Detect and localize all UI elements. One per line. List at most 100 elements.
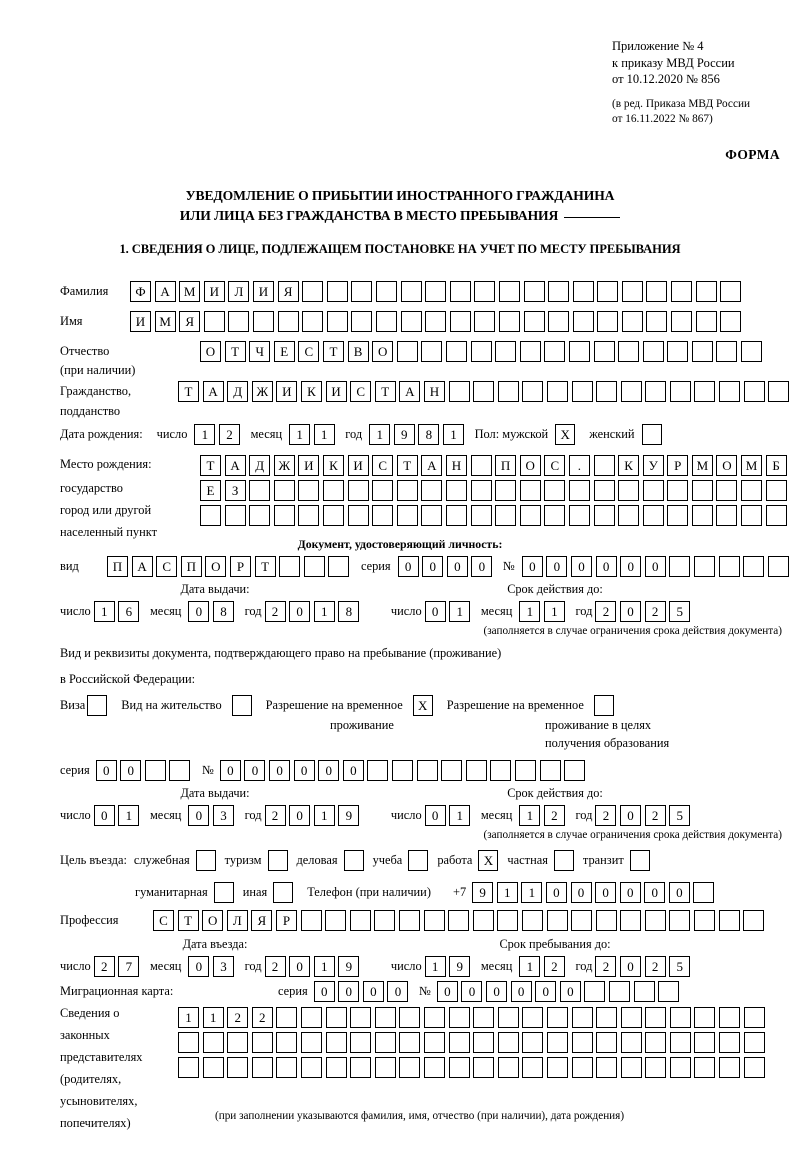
char-cell[interactable]: 2 — [93, 956, 115, 977]
char-cell[interactable]: 1 — [313, 424, 335, 445]
char-cell[interactable]: 2 — [264, 956, 286, 977]
char-cell[interactable]: 5 — [669, 601, 691, 622]
char-cell[interactable] — [448, 1057, 470, 1078]
char-cell[interactable] — [568, 341, 590, 362]
char-cell[interactable]: . — [568, 455, 590, 476]
char-cell[interactable] — [571, 910, 593, 931]
char-cell[interactable] — [767, 556, 789, 577]
char-cell[interactable] — [325, 1057, 347, 1078]
char-cell[interactable]: 0 — [219, 760, 241, 781]
char-cell[interactable]: Я — [277, 281, 299, 302]
char-cell[interactable]: 0 — [595, 556, 617, 577]
char-cell[interactable]: 0 — [95, 760, 117, 781]
char-cell[interactable]: 1 — [194, 424, 216, 445]
char-cell[interactable] — [642, 341, 664, 362]
char-cell[interactable] — [252, 311, 274, 332]
char-cell[interactable] — [741, 505, 763, 526]
char-cell[interactable] — [144, 760, 166, 781]
char-cell[interactable] — [416, 760, 438, 781]
char-cell[interactable] — [273, 480, 295, 501]
char-cell[interactable] — [200, 505, 221, 526]
char-cell[interactable] — [497, 910, 519, 931]
char-cell[interactable] — [571, 1007, 593, 1028]
char-cell[interactable] — [399, 1007, 421, 1028]
char-cell[interactable] — [399, 1032, 421, 1053]
char-cell[interactable] — [300, 1007, 322, 1028]
char-cell[interactable]: А — [224, 455, 246, 476]
char-cell[interactable]: 7 — [118, 956, 140, 977]
char-cell[interactable]: Е — [200, 480, 221, 501]
char-cell[interactable] — [445, 505, 467, 526]
char-cell[interactable] — [691, 505, 713, 526]
char-cell[interactable] — [620, 910, 642, 931]
char-cell[interactable] — [497, 1007, 519, 1028]
char-cell[interactable]: 2 — [644, 956, 666, 977]
char-cell[interactable]: П — [107, 556, 128, 577]
char-cell[interactable] — [519, 341, 541, 362]
char-cell[interactable] — [596, 1032, 618, 1053]
entry-purpose-option-checkbox[interactable] — [553, 850, 574, 871]
char-cell[interactable] — [392, 760, 414, 781]
char-cell[interactable] — [367, 760, 389, 781]
char-cell[interactable] — [396, 505, 418, 526]
char-cell[interactable]: 1 — [118, 805, 140, 826]
char-cell[interactable]: Т — [200, 455, 221, 476]
char-cell[interactable] — [400, 281, 422, 302]
char-cell[interactable]: 1 — [519, 601, 541, 622]
char-cell[interactable]: 0 — [338, 981, 360, 1002]
char-cell[interactable]: Д — [227, 381, 249, 402]
char-cell[interactable]: 0 — [521, 556, 543, 577]
char-cell[interactable]: 8 — [338, 601, 360, 622]
char-cell[interactable]: 3 — [213, 956, 235, 977]
char-cell[interactable]: 1 — [519, 956, 541, 977]
char-cell[interactable]: З — [224, 480, 246, 501]
char-cell[interactable]: 0 — [510, 981, 532, 1002]
entry-purpose-option-checkbox[interactable]: X — [478, 850, 499, 871]
visa-checkbox[interactable] — [87, 695, 108, 716]
char-cell[interactable]: П — [180, 556, 202, 577]
char-cell[interactable] — [300, 910, 322, 931]
char-cell[interactable] — [374, 1057, 396, 1078]
char-cell[interactable] — [522, 381, 544, 402]
char-cell[interactable] — [423, 1057, 445, 1078]
char-cell[interactable] — [249, 505, 271, 526]
char-cell[interactable] — [203, 311, 225, 332]
char-cell[interactable] — [298, 505, 320, 526]
char-cell[interactable] — [646, 281, 668, 302]
char-cell[interactable]: 2 — [644, 805, 666, 826]
char-cell[interactable]: 1 — [442, 424, 464, 445]
char-cell[interactable]: 0 — [289, 805, 311, 826]
char-cell[interactable]: 0 — [436, 981, 458, 1002]
char-cell[interactable] — [398, 910, 420, 931]
char-cell[interactable]: 1 — [313, 601, 335, 622]
legal-reps-input-2[interactable] — [178, 1032, 768, 1053]
char-cell[interactable] — [716, 341, 738, 362]
char-cell[interactable]: М — [154, 311, 176, 332]
char-cell[interactable]: 0 — [422, 556, 444, 577]
char-cell[interactable]: А — [154, 281, 176, 302]
char-cell[interactable]: Т — [396, 455, 418, 476]
char-cell[interactable]: К — [322, 455, 344, 476]
char-cell[interactable]: 0 — [668, 882, 690, 903]
char-cell[interactable]: О — [205, 556, 227, 577]
char-cell[interactable] — [596, 381, 618, 402]
char-cell[interactable]: Я — [179, 311, 201, 332]
char-cell[interactable] — [694, 910, 716, 931]
char-cell[interactable] — [546, 1057, 568, 1078]
char-cell[interactable]: 1 — [313, 805, 335, 826]
char-cell[interactable] — [596, 1057, 618, 1078]
char-cell[interactable] — [178, 1032, 199, 1053]
char-cell[interactable]: Н — [445, 455, 467, 476]
char-cell[interactable] — [645, 1057, 667, 1078]
char-cell[interactable] — [522, 1007, 544, 1028]
char-cell[interactable]: И — [130, 311, 151, 332]
